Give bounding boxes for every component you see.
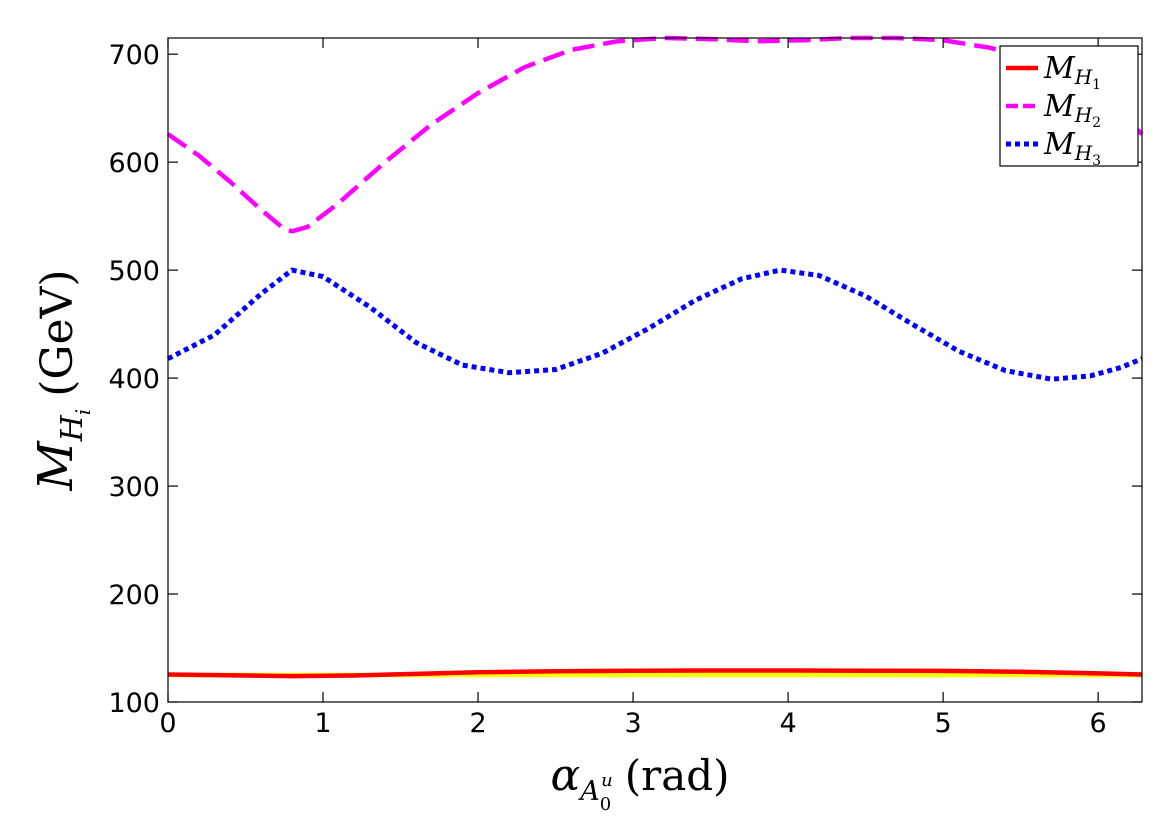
- y-tick-label: 100: [108, 688, 160, 719]
- x-axis-unit: (rad): [625, 751, 730, 800]
- series-layer: [166, 35, 1144, 679]
- x-tick-label: 5: [935, 708, 952, 739]
- y-tick-label: 200: [108, 580, 160, 611]
- x-axis-sub: A: [577, 776, 600, 807]
- y-axis-symbol: M: [28, 440, 84, 492]
- y-tick-label: 500: [108, 256, 160, 287]
- y-axis-subsub: i: [71, 409, 95, 415]
- y-tick-label: 400: [108, 364, 160, 395]
- x-axis-subsub: 0: [600, 794, 611, 815]
- y-tick-label: 600: [108, 148, 160, 179]
- series-line-m-h1: [167, 668, 1143, 679]
- x-tick-label: 2: [469, 708, 486, 739]
- legend-label-m-h1: MH1: [1043, 51, 1101, 93]
- y-tick-label: 700: [108, 40, 160, 71]
- plot-area: [168, 38, 1142, 702]
- plot-background: [168, 38, 1142, 702]
- x-axis-symbol: α: [550, 750, 580, 801]
- axes-frame: [167, 37, 1143, 703]
- x-axis-subsup: u: [601, 770, 613, 791]
- x-axis-label: αA0 u (rad): [550, 750, 729, 815]
- y-tick-label: 300: [108, 472, 160, 503]
- legend-label-m-h3: MH3: [1043, 127, 1101, 169]
- y-axis-unit: (GeV): [32, 269, 83, 396]
- legend-label-m-h2: MH2: [1043, 89, 1101, 131]
- x-tick-label: 0: [159, 708, 176, 739]
- x-tick-label: 3: [624, 708, 641, 739]
- x-tick-label: 6: [1090, 708, 1107, 739]
- y-axis-sub: H: [55, 414, 90, 442]
- x-tick-label: 1: [314, 708, 331, 739]
- series-line-m-h3: [166, 267, 1143, 382]
- series-line-m-h2: [166, 35, 1144, 234]
- y-axis-label: MHi (GeV): [28, 269, 95, 491]
- x-tick-label: 4: [779, 708, 796, 739]
- axes-layer: 0 1 2 3 4 5 6 100 200 300 400 500 600 700: [108, 37, 1143, 739]
